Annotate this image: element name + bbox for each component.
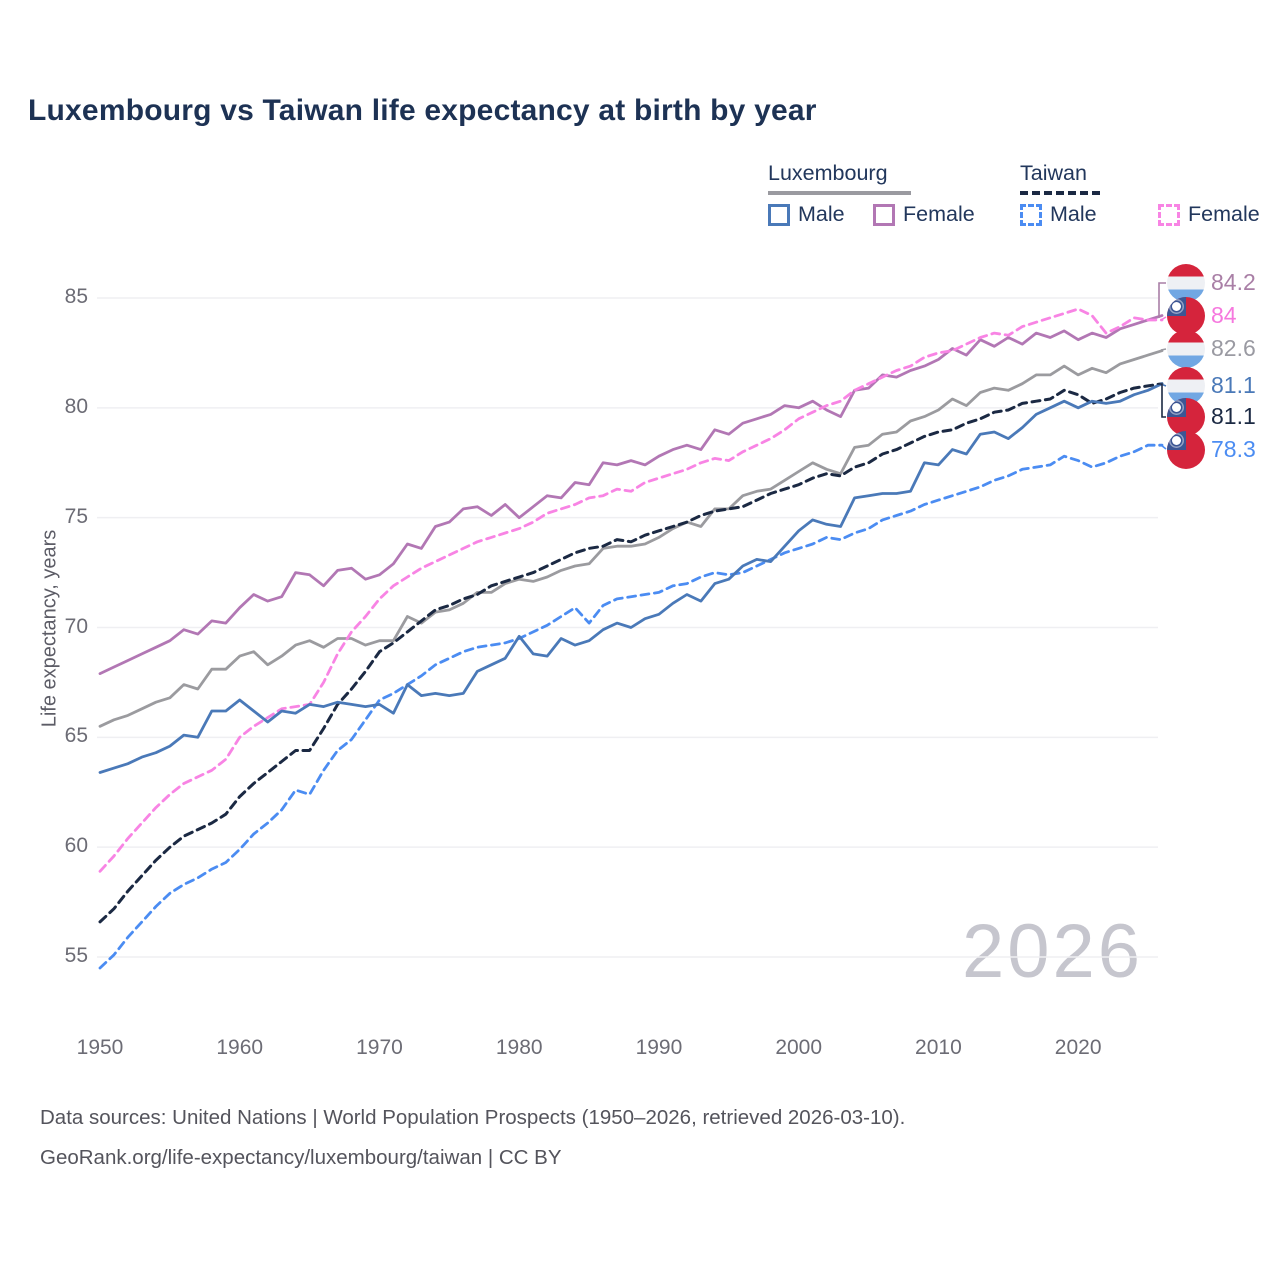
legend-item-luxembourg-female[interactable]: Female xyxy=(873,202,975,227)
x-tick-label: 1950 xyxy=(76,1036,124,1059)
x-tick-label: 1960 xyxy=(216,1036,264,1059)
legend-group-luxembourg[interactable]: Luxembourg xyxy=(768,161,911,195)
end-value-luxembourg-total: 82.6 xyxy=(1211,335,1256,361)
luxembourg-flag-icon xyxy=(1167,330,1205,368)
footer-data-sources: Data sources: United Nations | World Pop… xyxy=(40,1106,906,1129)
taiwan-canton xyxy=(1167,297,1186,316)
y-tick-label: 60 xyxy=(64,834,88,858)
luxembourg-female-swatch-icon xyxy=(873,203,895,226)
x-tick-label: 2020 xyxy=(1054,1036,1102,1059)
legend-label: Female xyxy=(903,202,975,226)
y-tick-label: 80 xyxy=(64,394,88,418)
luxembourg-flag-icon xyxy=(1167,264,1205,302)
taiwan-flag-icon xyxy=(1167,297,1205,335)
taiwan-male-swatch-icon xyxy=(1020,203,1042,226)
end-value-taiwan-female: 84 xyxy=(1211,302,1237,328)
y-tick-label: 85 xyxy=(64,285,88,308)
end-value-luxembourg-female: 84.2 xyxy=(1211,269,1256,295)
series-line-taiwan-female[interactable] xyxy=(98,307,1164,873)
x-tick-label: 1990 xyxy=(635,1036,683,1059)
y-tick-label: 55 xyxy=(64,944,88,967)
legend-group-taiwan[interactable]: Taiwan xyxy=(1020,161,1100,195)
taiwan-flag-icon xyxy=(1167,431,1205,469)
legend-item-luxembourg-male[interactable]: Male xyxy=(768,202,845,227)
taiwan-sun-icon xyxy=(1172,302,1181,311)
end-value-taiwan-male: 78.3 xyxy=(1211,436,1256,462)
series-line-luxembourg-male[interactable] xyxy=(98,382,1164,774)
end-value-taiwan-total: 81.1 xyxy=(1211,403,1256,429)
y-tick-label: 70 xyxy=(64,614,88,638)
leader-line xyxy=(1160,348,1167,351)
x-tick-label: 1970 xyxy=(356,1036,403,1059)
legend-label: Male xyxy=(798,202,845,226)
series-line-taiwan-male[interactable] xyxy=(98,443,1164,970)
taiwan-canton xyxy=(1167,431,1186,450)
taiwan-female-swatch-icon xyxy=(1158,203,1180,226)
footer-attribution-link[interactable]: GeoRank.org/life-expectancy/luxembourg/t… xyxy=(40,1146,562,1169)
series-line-luxembourg-total[interactable] xyxy=(98,349,1164,728)
leader-line xyxy=(1160,444,1167,450)
luxembourg-male-swatch-icon xyxy=(768,203,790,226)
x-tick-label: 1980 xyxy=(495,1036,543,1059)
legend-label: Female xyxy=(1188,202,1260,226)
x-tick-label: 2000 xyxy=(775,1036,823,1059)
taiwan-sun-icon xyxy=(1172,403,1181,412)
legend-label: Male xyxy=(1050,202,1097,226)
watermark-year: 2026 xyxy=(962,909,1144,994)
taiwan-flag-icon xyxy=(1167,398,1205,436)
y-tick-label: 75 xyxy=(64,504,88,528)
leader-line xyxy=(1157,383,1166,418)
end-value-luxembourg-male: 81.1 xyxy=(1211,372,1256,398)
series-line-luxembourg-female[interactable] xyxy=(98,314,1164,675)
taiwan-sun-icon xyxy=(1172,436,1181,445)
page-title: Luxembourg vs Taiwan life expectancy at … xyxy=(28,94,817,127)
taiwan-canton xyxy=(1167,398,1186,417)
leader-line xyxy=(1160,316,1167,321)
series-line-taiwan-total[interactable] xyxy=(98,382,1164,924)
x-tick-label: 2010 xyxy=(915,1036,962,1059)
legend-item-taiwan-male[interactable]: Male xyxy=(1020,202,1097,227)
legend-item-taiwan-female[interactable]: Female xyxy=(1158,202,1260,227)
y-tick-label: 65 xyxy=(64,724,88,748)
leader-line xyxy=(1158,282,1166,318)
